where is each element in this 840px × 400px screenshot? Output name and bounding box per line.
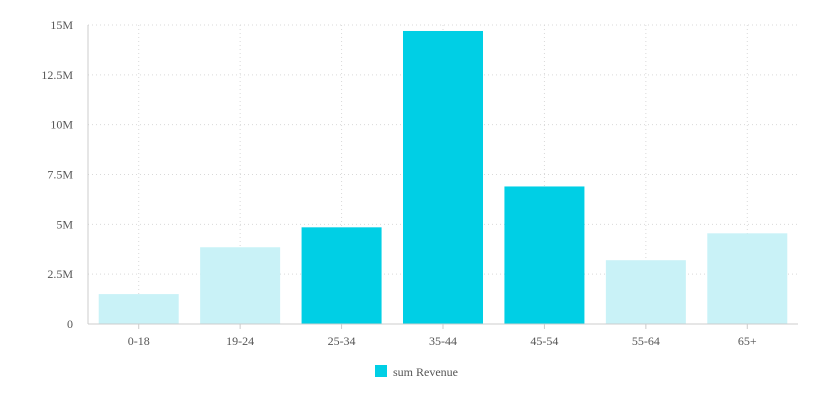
x-tick-label-25-34: 25-34 [328, 334, 356, 348]
bar-65[interactable] [707, 233, 788, 324]
x-tick-label-35-44: 35-44 [429, 334, 457, 348]
y-tick-label-2-5m: 2.5M [47, 267, 73, 281]
legend[interactable]: sum Revenue [375, 365, 458, 379]
x-tick-label-55-64: 55-64 [632, 334, 660, 348]
x-tick-label-65: 65+ [738, 334, 757, 348]
y-tick-label-0: 0 [67, 317, 73, 331]
y-tick-label-12-5m: 12.5M [41, 68, 73, 82]
bar-45-54[interactable] [504, 186, 585, 324]
y-tick-label-5m: 5M [56, 217, 73, 231]
x-tick-label-0-18: 0-18 [128, 334, 150, 348]
bar-55-64[interactable] [605, 260, 686, 324]
bar-25-34[interactable] [301, 227, 382, 324]
bar-0-18[interactable] [98, 294, 179, 324]
bar-19-24[interactable] [200, 247, 281, 324]
legend-swatch-sum-revenue[interactable] [375, 365, 387, 377]
x-tick-label-45-54: 45-54 [530, 334, 558, 348]
bars-layer [98, 30, 788, 324]
x-tick-label-19-24: 19-24 [226, 334, 254, 348]
y-tick-label-15m: 15M [50, 18, 73, 32]
legend-label-sum-revenue[interactable]: sum Revenue [393, 365, 458, 379]
y-tick-label-7-5m: 7.5M [47, 168, 73, 182]
y-tick-label-10m: 10M [50, 118, 73, 132]
axis-layer: 0 2.5M 5M 7.5M 10M 12.5M 15M 0-18 19-24 25-34 35-4… [41, 18, 798, 348]
bar-35-44[interactable] [403, 30, 483, 324]
